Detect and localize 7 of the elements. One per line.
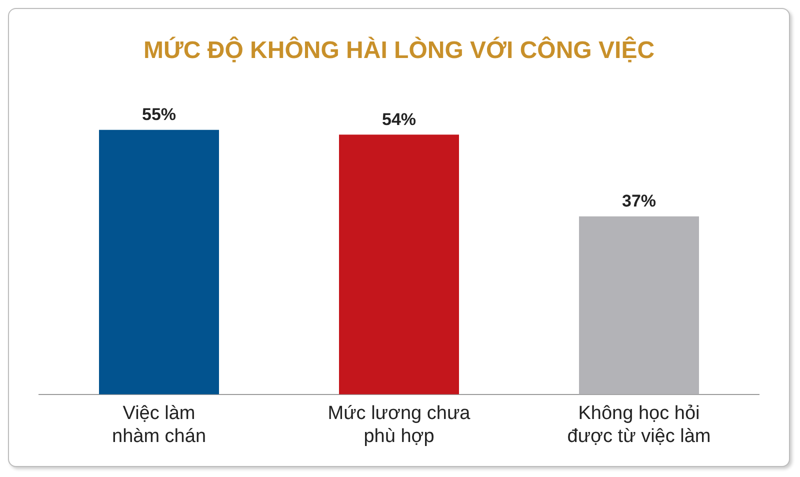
data-label: 55% [142,105,176,124]
x-tick-label: Mức lương chưa phù hợp [328,403,471,447]
data-label: 37% [622,192,656,211]
x-tick-label: Không học hỏi được từ việc làm [567,403,711,447]
x-tick-label: Việc làm nhàm chán [112,403,206,447]
chart-title: MỨC ĐỘ KHÔNG HÀI LÒNG VỚI CÔNG VIỆC [143,36,655,64]
data-label: 54% [382,110,416,129]
